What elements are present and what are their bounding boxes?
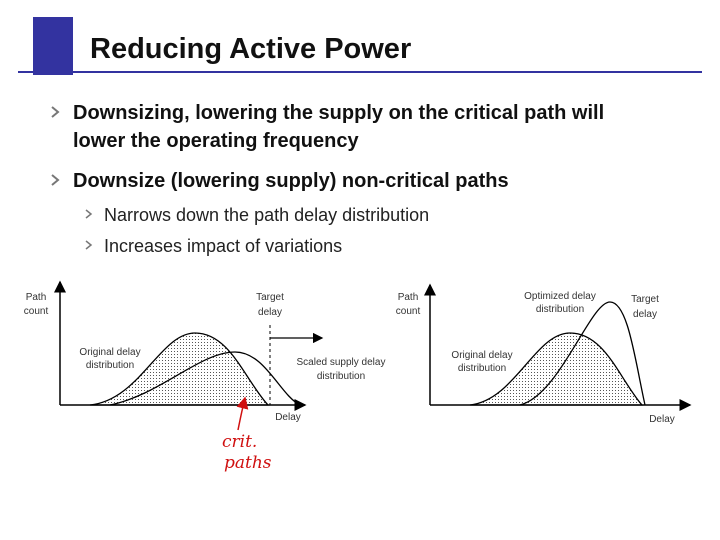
bullets: Downsizing, lowering the supply on the c… xyxy=(51,102,604,256)
sub-bullet-marker xyxy=(85,240,93,250)
bullet-marker xyxy=(51,174,60,186)
axis-label: Path xyxy=(398,292,419,303)
left-diagram: Path count Delay Target delay Original d… xyxy=(24,280,386,473)
title: Reducing Active Power xyxy=(90,33,411,65)
label: distribution xyxy=(86,360,134,371)
optimized-curve xyxy=(519,301,646,406)
original-curve xyxy=(89,332,270,406)
axis-label: Delay xyxy=(275,412,301,423)
bullet-text: lower the operating frequency xyxy=(73,130,359,152)
sub-bullet-text: Narrows down the path delay distribution xyxy=(104,205,429,225)
label: Original delay xyxy=(451,350,512,361)
original-curve xyxy=(469,332,644,406)
bullet-text: Downsize (lowering supply) non-critical … xyxy=(73,170,509,192)
axis-label: count xyxy=(24,306,49,317)
label: distribution xyxy=(317,371,365,382)
axis-label: Path xyxy=(26,292,47,303)
label: Optimized delay xyxy=(524,291,596,302)
annotation: crit. xyxy=(222,432,257,452)
sub-bullet-marker xyxy=(85,209,93,219)
bullet-marker xyxy=(51,106,60,118)
axis-label: Delay xyxy=(649,414,675,425)
label: Target xyxy=(256,292,284,303)
accent-block xyxy=(33,17,73,75)
right-diagram: Path count Delay Target delay Optimized … xyxy=(396,283,692,425)
label: distribution xyxy=(536,304,584,315)
bullet-text: Downsizing, lowering the supply on the c… xyxy=(73,102,604,124)
label: Original delay xyxy=(79,347,140,358)
label: Scaled supply delay xyxy=(297,357,386,368)
label: delay xyxy=(258,307,282,318)
annotation: paths xyxy=(224,453,272,473)
axis-label: count xyxy=(396,306,421,317)
label: distribution xyxy=(458,363,506,374)
annotation-arrow xyxy=(236,396,249,431)
label: delay xyxy=(633,309,657,320)
scaled-curve xyxy=(109,351,301,406)
label: Target xyxy=(631,294,659,305)
sub-bullet-text: Increases impact of variations xyxy=(104,236,342,256)
